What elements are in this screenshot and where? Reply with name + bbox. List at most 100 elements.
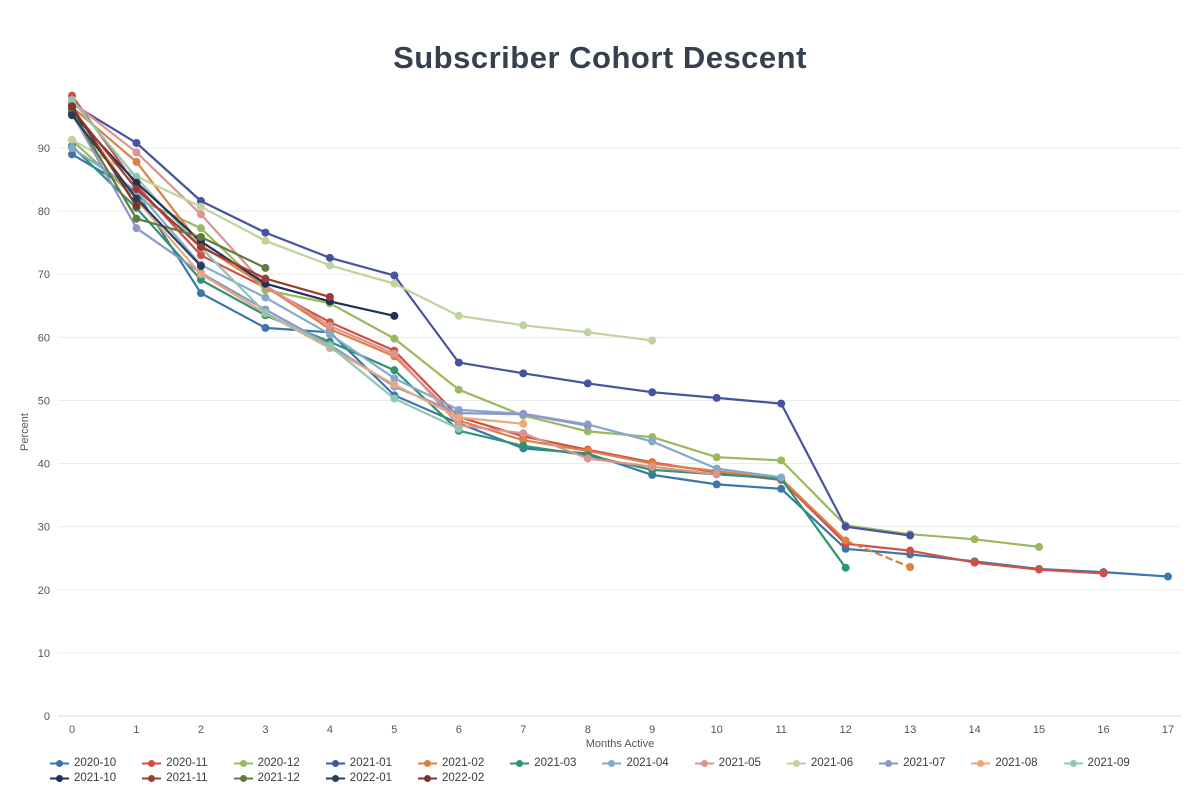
point-2021-06-m8 [583,328,592,337]
legend-item-2022-02[interactable]: 2022-02 [418,772,484,784]
point-2021-09-m4 [325,342,334,351]
x-tick-1: 1 [133,724,139,736]
x-tick-15: 15 [1033,724,1045,736]
point-2021-04-m5 [390,374,399,383]
legend-label: 2021-05 [718,757,761,769]
point-2021-08-m5 [390,380,399,389]
point-2021-02-m13 [906,563,915,572]
legend-item-2021-09[interactable]: 2021-09 [1063,757,1130,769]
y-tick-90: 90 [38,143,50,155]
legend-marker-icon [325,759,345,767]
legend-marker-icon [325,774,345,782]
point-2021-01-m9 [648,388,657,397]
legend-label: 2021-10 [74,772,117,784]
point-2022-01-m0 [68,111,76,120]
series-line-2021-03 [70,145,847,569]
series-2020-10 [68,150,1172,581]
series-line-2021-02-dashed [844,539,912,569]
point-2021-12-m1 [132,214,141,223]
legend-label: 2021-04 [626,757,669,769]
legend-label: 2021-06 [810,757,854,769]
point-2020-12-m2 [196,224,205,233]
point-2021-06-m7 [519,321,528,330]
legend-marker-icon [142,774,162,782]
point-2020-10-m0 [68,150,76,159]
point-2021-06-m0 [68,135,76,144]
legend-item-2021-04[interactable]: 2021-04 [602,757,669,769]
point-2021-09-m0 [68,96,76,105]
legend-item-2020-12[interactable]: 2020-12 [233,757,300,769]
legend-item-2021-07[interactable]: 2021-07 [879,757,945,769]
point-2020-11-m15 [1035,565,1044,574]
point-2021-04-m10 [712,464,721,473]
legend-item-2020-10[interactable]: 2020-10 [50,757,116,769]
point-2020-12-m10 [712,453,721,462]
point-2021-05-m4 [325,321,334,330]
legend-item-2021-08[interactable]: 2021-08 [971,757,1038,769]
legend-label: 2020-10 [74,757,117,769]
point-2021-09-m6 [454,424,463,433]
series-line-2021-07 [70,112,589,427]
series-2021-03 [68,142,850,572]
legend-item-2021-01[interactable]: 2021-01 [325,757,392,769]
point-2021-05-m10 [712,470,721,479]
x-tick-12: 12 [840,724,852,736]
legend-label: 2020-12 [257,757,300,769]
point-2021-02-m1 [132,157,141,166]
point-2021-06-m9 [648,336,657,345]
point-2021-05-m8 [583,454,592,463]
point-2020-12-m6 [454,385,463,394]
point-2020-11-m14 [970,558,979,567]
series-2020-12 [68,136,1044,551]
series-2021-06 [68,135,657,345]
x-tick-10: 10 [711,724,723,736]
point-2022-01-m1 [132,194,141,203]
point-2020-10-m11 [777,484,786,493]
point-2020-12-m11 [777,456,786,465]
y-tick-70: 70 [38,269,50,281]
point-2021-12-m3 [261,263,270,272]
point-2021-10-m5 [390,311,399,320]
legend-item-2021-12[interactable]: 2021-12 [233,772,300,784]
point-2021-01-m3 [261,228,270,237]
legend-label: 2021-08 [995,757,1038,769]
point-2020-10-m10 [712,480,721,489]
legend-item-2021-05[interactable]: 2021-05 [694,757,761,769]
legend-label: 2021-12 [257,772,300,784]
point-2021-08-m7 [519,419,528,428]
x-tick-16: 16 [1097,724,1109,736]
series-2021-10 [68,109,399,320]
point-2021-05-m9 [648,462,657,471]
point-2021-11-m1 [132,185,141,194]
legend-item-2021-11[interactable]: 2021-11 [142,772,208,784]
point-2021-02-m7 [519,436,528,445]
point-2021-12-m2 [196,232,205,241]
point-2021-05-m1 [132,148,141,157]
legend-item-2021-10[interactable]: 2021-10 [50,772,116,784]
legend-item-2021-03[interactable]: 2021-03 [510,757,576,769]
point-2021-06-m5 [390,279,399,288]
point-2021-03-m7 [519,441,528,450]
point-2021-11-m3 [261,274,270,283]
point-2020-12-m15 [1035,542,1044,551]
point-2021-09-m5 [390,394,399,403]
y-axis-title: Percent [19,413,31,451]
point-2021-07-m7 [519,410,528,419]
point-2021-03-m12 [841,563,850,572]
legend-item-2021-06[interactable]: 2021-06 [786,757,854,769]
x-tick-7: 7 [520,724,526,736]
legend-marker-icon [418,774,438,782]
legend-item-2022-01[interactable]: 2022-01 [325,772,392,784]
x-tick-14: 14 [968,724,980,736]
point-2021-04-m4 [325,330,334,339]
legend-item-2020-11[interactable]: 2020-11 [142,757,208,769]
legend-item-2021-02[interactable]: 2021-02 [418,757,484,769]
legend-label: 2021-11 [166,772,208,784]
point-2021-04-m3 [261,293,270,302]
point-2022-02-m0 [68,102,76,111]
series-2022-02 [68,102,141,211]
legend-marker-icon [1063,759,1083,767]
